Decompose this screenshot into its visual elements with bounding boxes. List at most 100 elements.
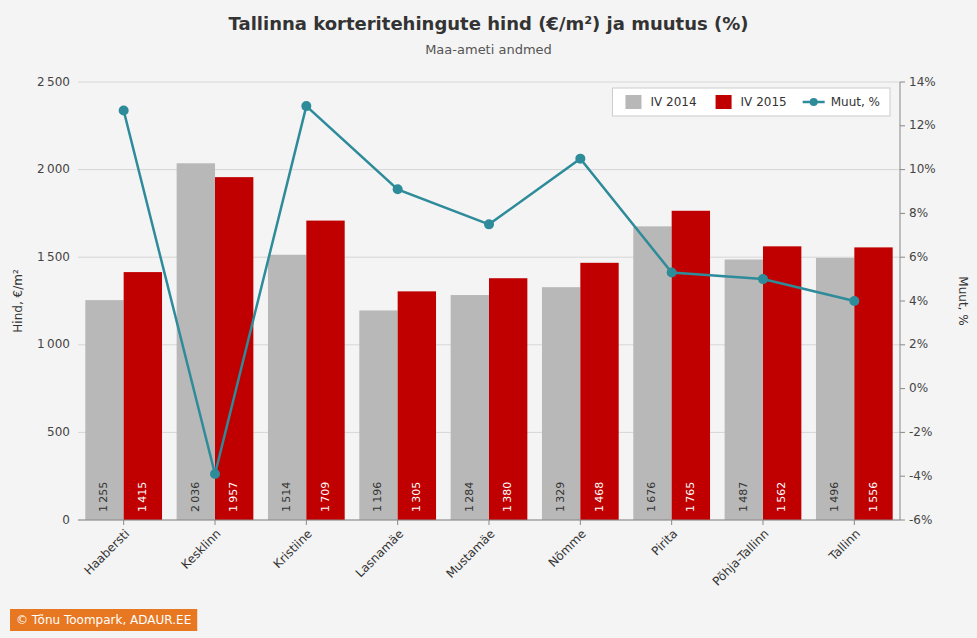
- data-label: 1 196: [371, 482, 384, 512]
- x-tick: [123, 520, 124, 525]
- y-tick-label: 2 000: [37, 162, 70, 176]
- y2-tick-label: -4%: [909, 469, 932, 483]
- marker: [119, 105, 129, 115]
- y2-tick: [900, 476, 905, 477]
- data-label: 1 487: [737, 482, 750, 512]
- x-tick-label: Kristiine: [271, 527, 315, 571]
- y-axis-label: Hind, €/m²: [11, 269, 25, 333]
- x-tick: [215, 520, 216, 525]
- x-tick-label: Tallinn: [826, 527, 863, 564]
- data-label: 1 255: [97, 482, 110, 512]
- y2-tick: [900, 520, 905, 521]
- marker: [301, 101, 311, 111]
- y-tick-label: 2 500: [37, 75, 70, 89]
- y2-tick-label: 10%: [909, 162, 936, 176]
- data-label: 1 676: [645, 482, 658, 512]
- y2-tick: [900, 82, 905, 83]
- data-label: 1 957: [227, 482, 240, 512]
- y2-tick-label: -6%: [909, 513, 932, 527]
- legend-swatch: [716, 95, 732, 109]
- bar: [542, 287, 580, 520]
- bar: [215, 177, 253, 520]
- legend-label: IV 2015: [741, 95, 787, 109]
- bar: [854, 247, 892, 520]
- marker: [849, 296, 859, 306]
- bar: [451, 295, 489, 520]
- x-tick-label: Lasnamäe: [353, 527, 407, 581]
- y2-tick-label: 8%: [909, 206, 928, 220]
- footer-box: [10, 609, 197, 631]
- plot-area: [85, 101, 892, 520]
- y2-axis-label: Muut, %: [956, 276, 970, 325]
- grid: [78, 82, 900, 520]
- marker: [667, 268, 677, 278]
- legend-label: IV 2014: [650, 95, 696, 109]
- x-tick: [580, 520, 581, 525]
- x-tick: [854, 520, 855, 525]
- subtitle: Maa-ameti andmed: [425, 42, 552, 57]
- y2-tick-label: 12%: [909, 118, 936, 132]
- x-tick: [397, 520, 398, 525]
- legend-item: IV 2014: [625, 95, 696, 110]
- bar: [398, 291, 436, 520]
- bar: [489, 278, 527, 520]
- y-tick-label: 1 000: [37, 337, 70, 351]
- x-tick-label: Kesklinn: [179, 527, 224, 572]
- y2-axis-line: [900, 82, 901, 520]
- data-label: 1 765: [684, 482, 697, 512]
- background: [0, 0, 977, 638]
- x-tick: [306, 520, 307, 525]
- data-label: 1 709: [319, 482, 332, 512]
- data-label: 1 329: [554, 482, 567, 512]
- bar: [633, 226, 671, 520]
- bar: [85, 300, 123, 520]
- y2-tick-label: 0%: [909, 381, 928, 395]
- data-label: 1 468: [593, 482, 606, 512]
- marker: [575, 154, 585, 164]
- marker: [210, 469, 220, 479]
- bar: [672, 211, 710, 520]
- x-tick: [763, 520, 764, 525]
- y-tick-label: 0: [62, 513, 70, 527]
- grid-line: [78, 82, 900, 83]
- data-labels: 1 2552 0361 5141 1961 2841 3291 6761 487…: [97, 482, 879, 512]
- bar: [359, 310, 397, 520]
- y2-tick: [900, 257, 905, 258]
- y2-tick: [900, 125, 905, 126]
- data-label: 1 415: [136, 482, 149, 512]
- bar: [725, 259, 763, 520]
- x-tick: [671, 520, 672, 525]
- y-tick-label: 500: [47, 425, 70, 439]
- chart: Tallinna korteritehingute hind (€/m²) ja…: [0, 0, 977, 638]
- x-tick-label: Haabersti: [81, 527, 132, 578]
- marker: [484, 219, 494, 229]
- data-label: 1 514: [280, 482, 293, 512]
- x-tick-label: Põhja-Tallinn: [710, 527, 772, 589]
- data-label: 1 496: [828, 482, 841, 512]
- y2-tick: [900, 344, 905, 345]
- bar: [580, 263, 618, 520]
- marker: [758, 274, 768, 284]
- x-tick: [489, 520, 490, 525]
- legend-label: Muut, %: [831, 95, 880, 109]
- bar: [124, 272, 162, 520]
- x-tick-label: Mustamäe: [443, 527, 497, 581]
- x-tick-label: Nõmme: [546, 527, 589, 570]
- title: Tallinna korteritehingute hind (€/m²) ja…: [229, 13, 749, 34]
- y2-tick: [900, 388, 905, 389]
- annotation: © Tõnu Toompark, ADAUR.EE: [16, 613, 191, 627]
- footer: © Tõnu Toompark, ADAUR.EE: [10, 609, 197, 631]
- y2-tick-label: 2%: [909, 337, 928, 351]
- y2-tick-label: -2%: [909, 425, 932, 439]
- y2-tick-label: 6%: [909, 250, 928, 264]
- marker: [393, 184, 403, 194]
- y2-tick-label: 4%: [909, 294, 928, 308]
- legend: IV 2014 IV 2015 Muut, %: [612, 88, 890, 116]
- legend-item: IV 2015: [716, 95, 787, 110]
- y2-tick-label: 14%: [909, 75, 936, 89]
- data-label: 1 284: [463, 482, 476, 512]
- data-label: 1 562: [775, 482, 788, 512]
- legend-frame: [612, 88, 890, 116]
- bar: [268, 255, 306, 520]
- data-label: 1 556: [867, 482, 880, 512]
